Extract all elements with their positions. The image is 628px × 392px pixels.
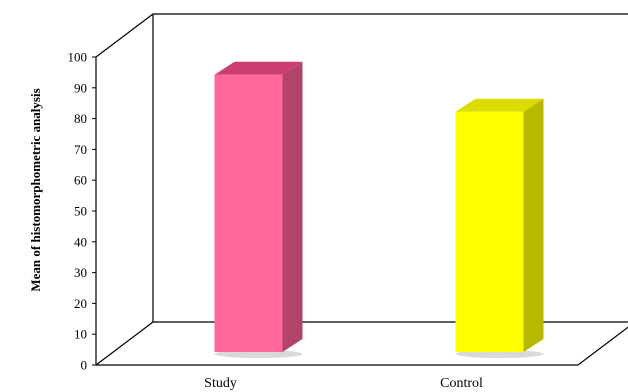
- bar-top: [455, 98, 544, 112]
- bar-top: [214, 61, 303, 75]
- y-tick-label: 70: [74, 142, 87, 157]
- bar-study: [214, 61, 303, 358]
- x-tick-label: Control: [440, 376, 483, 391]
- bar-control: [455, 98, 544, 358]
- bar-side: [282, 61, 303, 353]
- floor-left-edge: [95, 321, 154, 366]
- y-axis: 0 10 20 30 40 50 60 70 80 90 100: [68, 50, 97, 373]
- y-tick-label: 30: [74, 265, 87, 280]
- y-tick-label: 20: [74, 296, 87, 311]
- y-tick-label: 0: [81, 358, 88, 373]
- bar-side: [523, 98, 544, 352]
- y-tick-label: 10: [74, 327, 87, 342]
- floor-right-edge: [577, 326, 628, 366]
- x-tick-label: Study: [204, 376, 237, 391]
- y-tick-label: 100: [68, 50, 88, 65]
- y-tick-label: 40: [74, 234, 87, 249]
- y-tick-label: 80: [74, 111, 87, 126]
- bar-front: [455, 111, 524, 352]
- bars: [214, 61, 544, 358]
- chart-frame: [95, 13, 628, 366]
- x-axis: Study Control: [96, 364, 578, 391]
- side-wall-top-edge: [95, 13, 154, 58]
- y-tick-label: 90: [74, 80, 87, 95]
- y-tick-label: 60: [74, 173, 87, 188]
- y-tick-label: 50: [74, 204, 87, 219]
- bar-front: [214, 74, 283, 353]
- y-axis-title: Mean of histomorphometric analysis: [28, 88, 43, 291]
